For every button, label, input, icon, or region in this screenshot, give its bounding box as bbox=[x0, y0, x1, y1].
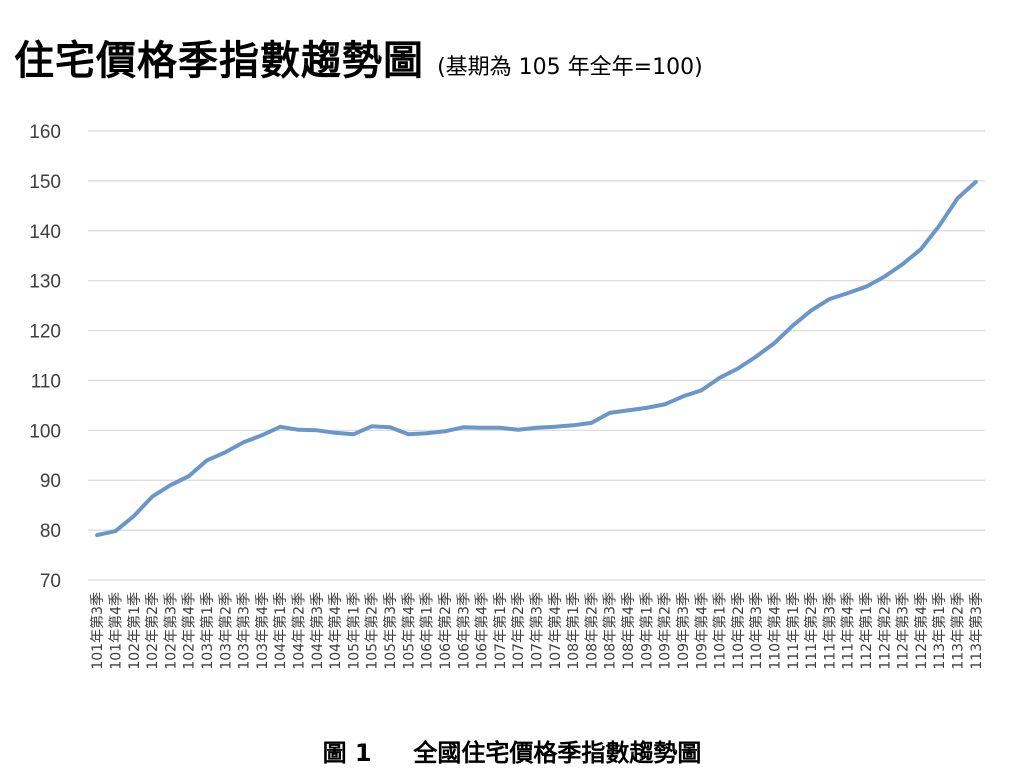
x-tick-label: 106年第4季 bbox=[474, 592, 491, 670]
x-tick-label: 105年第2季 bbox=[364, 592, 381, 670]
x-tick-label: 108年第2季 bbox=[583, 592, 600, 670]
y-tick-label: 110 bbox=[31, 371, 61, 392]
x-tick-label: 111年第2季 bbox=[803, 592, 820, 670]
x-tick-label: 104年第4季 bbox=[327, 592, 344, 670]
x-tick-label: 107年第3季 bbox=[529, 592, 546, 670]
y-tick-label: 80 bbox=[40, 521, 61, 542]
x-tick-label: 112年第4季 bbox=[913, 592, 930, 670]
x-tick-label: 103年第1季 bbox=[199, 592, 216, 670]
x-tick-label: 101年第3季 bbox=[89, 592, 106, 670]
x-tick-label: 107年第2季 bbox=[510, 592, 527, 670]
y-tick-label: 70 bbox=[40, 571, 61, 592]
x-tick-label: 107年第1季 bbox=[492, 592, 509, 670]
x-tick-label: 105年第4季 bbox=[400, 592, 417, 670]
x-tick-label: 110年第2季 bbox=[730, 592, 747, 670]
x-tick-label: 102年第3季 bbox=[162, 592, 179, 670]
x-tick-label: 113年第2季 bbox=[950, 592, 967, 670]
x-tick-label: 108年第1季 bbox=[565, 592, 582, 670]
x-tick-label: 109年第4季 bbox=[693, 592, 710, 670]
x-tick-label: 102年第1季 bbox=[126, 592, 143, 670]
x-tick-label: 106年第1季 bbox=[419, 592, 436, 670]
series-line-group bbox=[95, 179, 978, 538]
x-tick-label: 106年第3季 bbox=[455, 592, 472, 670]
figure-caption: 圖 1 全國住宅價格季指數趨勢圖 bbox=[322, 739, 702, 767]
y-tick-label: 130 bbox=[29, 272, 61, 293]
y-tick-label: 100 bbox=[29, 421, 61, 442]
x-tick-label: 102年第2季 bbox=[144, 592, 161, 670]
chart-subtitle: (基期為 105 年全年=100) bbox=[437, 55, 703, 80]
y-tick-label: 150 bbox=[29, 172, 61, 193]
x-tick-label: 107年第4季 bbox=[547, 592, 564, 670]
x-tick-label: 103年第2季 bbox=[217, 592, 234, 670]
x-tick-label: 108年第3季 bbox=[602, 592, 619, 670]
x-tick-label: 112年第1季 bbox=[858, 592, 875, 670]
x-tick-label: 110年第4季 bbox=[767, 592, 784, 670]
chart-title: 住宅價格季指數趨勢圖 bbox=[14, 38, 424, 84]
x-tick-label: 111年第3季 bbox=[821, 592, 838, 670]
x-tick-label: 109年第1季 bbox=[638, 592, 655, 670]
x-tick-label: 111年第1季 bbox=[785, 592, 802, 670]
x-tick-label: 105年第3季 bbox=[382, 592, 399, 670]
y-tick-label: 140 bbox=[29, 222, 61, 243]
x-tick-label: 110年第3季 bbox=[748, 592, 765, 670]
x-tick-label: 106年第2季 bbox=[437, 592, 454, 670]
x-tick-label: 105年第1季 bbox=[345, 592, 362, 670]
x-tick-label: 101年第4季 bbox=[108, 592, 125, 670]
x-tick-label: 112年第2季 bbox=[876, 592, 893, 670]
y-tick-labels: 70 80 90 100 110 120 130 140 150 160 bbox=[29, 122, 61, 592]
series-line bbox=[95, 179, 978, 538]
y-tick-label: 160 bbox=[29, 122, 61, 143]
x-tick-label: 104年第3季 bbox=[309, 592, 326, 670]
x-tick-label: 104年第1季 bbox=[272, 592, 289, 670]
x-tick-labels: 101年第3季 101年第4季 102年第1季 102年第2季 102年第3季 102年第… bbox=[89, 592, 985, 670]
y-tick-label: 90 bbox=[40, 471, 61, 492]
x-tick-label: 104年第2季 bbox=[291, 592, 308, 670]
x-tick-label: 113年第3季 bbox=[968, 592, 985, 670]
x-tick-label: 111年第4季 bbox=[840, 592, 857, 670]
grid-lines bbox=[88, 130, 985, 581]
x-tick-label: 109年第3季 bbox=[675, 592, 692, 670]
x-tick-label: 112年第3季 bbox=[895, 592, 912, 670]
x-tick-label: 108年第4季 bbox=[620, 592, 637, 670]
x-tick-label: 113年第1季 bbox=[931, 592, 948, 670]
x-tick-label: 103年第3季 bbox=[236, 592, 253, 670]
x-tick-label: 102年第4季 bbox=[181, 592, 198, 670]
x-tick-label: 109年第2季 bbox=[657, 592, 674, 670]
x-tick-label: 103年第4季 bbox=[254, 592, 271, 670]
y-tick-label: 120 bbox=[29, 322, 61, 343]
chart-title-row: 住宅價格季指數趨勢圖 (基期為 105 年全年=100) bbox=[14, 28, 703, 86]
x-tick-label: 110年第1季 bbox=[712, 592, 729, 670]
line-chart: 70 80 90 100 110 120 130 140 150 160 101年第3季 101年第… bbox=[29, 122, 985, 670]
